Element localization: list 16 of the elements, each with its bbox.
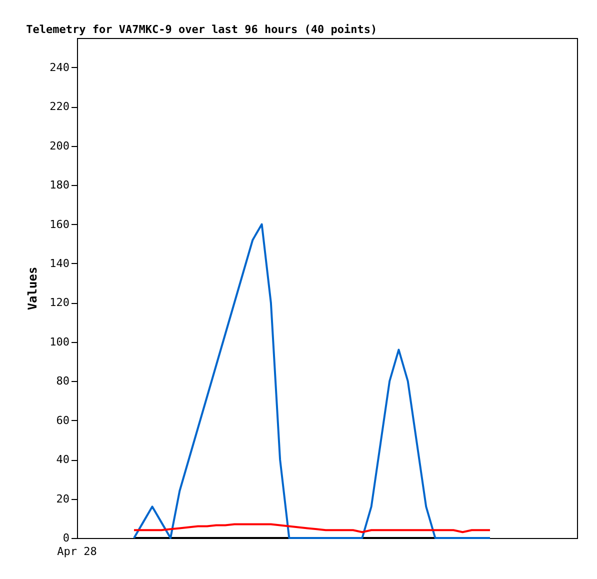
y-tick-label: 220: [50, 100, 70, 114]
y-tick-label: 80: [56, 374, 70, 388]
y-tick-label: 140: [50, 256, 70, 270]
y-tick-label: 100: [50, 335, 70, 348]
y-tick-label: 200: [50, 139, 70, 152]
text: Apr 28: [57, 545, 97, 558]
y-tick-label: 20: [56, 492, 70, 506]
y-tick-label: 40: [56, 453, 70, 466]
y-tick-label: 60: [56, 414, 70, 427]
y-tick-label: 160: [50, 218, 70, 231]
y-tick-label: 180: [50, 178, 70, 192]
y-tick-label: 240: [50, 60, 70, 74]
y-tick-label: 120: [50, 296, 70, 310]
chart-title: Telemetry for VA7MKC-9 over last 96 hours (40 points): [26, 23, 378, 36]
y-axis-title: Values: [26, 266, 40, 310]
y-tick-label: 0: [62, 532, 70, 544]
